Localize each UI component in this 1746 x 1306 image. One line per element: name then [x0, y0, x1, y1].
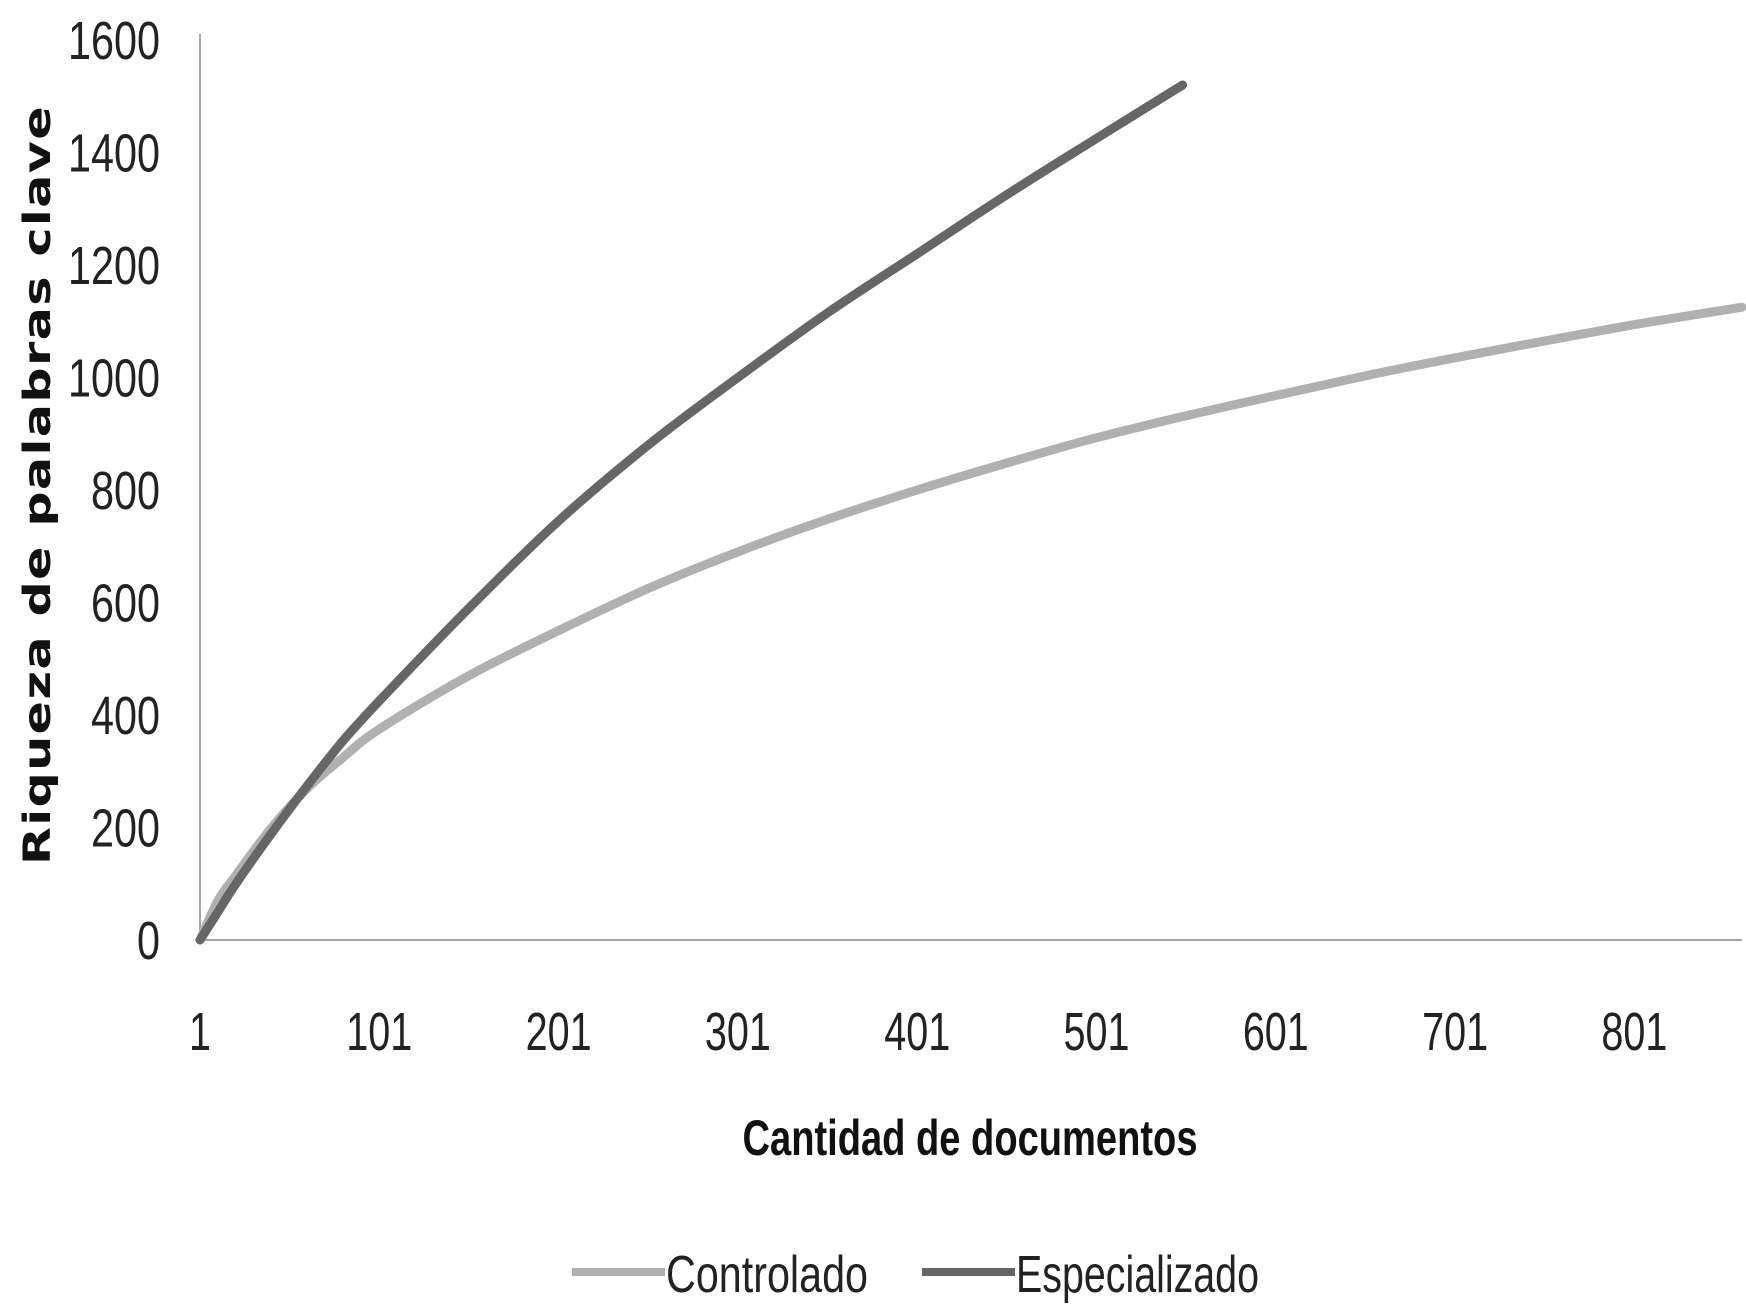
y-tick-label: 0: [137, 911, 160, 971]
y-tick-label: 200: [91, 799, 160, 859]
series-line-especializado: [195, 80, 1188, 945]
legend-label-especializado: Especializado: [1016, 1246, 1259, 1304]
x-tick-label: 301: [705, 1002, 771, 1062]
y-tick-label: 1400: [68, 124, 160, 184]
y-tick-label: 1200: [68, 236, 160, 296]
x-tick-label: 201: [526, 1002, 592, 1062]
legend-item-especializado: Especializado: [922, 1246, 1259, 1304]
x-tick-label: 101: [346, 1002, 412, 1062]
x-axis: 1 101 201 301 401 501 601 701 801: [189, 939, 1742, 1062]
series-lines: [195, 80, 1746, 945]
x-tick-label: 1: [189, 1002, 211, 1062]
x-tick-label: 601: [1243, 1002, 1309, 1062]
legend-label-controlado: Controlado: [666, 1246, 868, 1304]
y-axis-title: Riqueza de palabras clave: [16, 105, 59, 865]
x-tick-label: 401: [884, 1002, 950, 1062]
y-tick-label: 1000: [68, 349, 160, 409]
y-tick-label: 600: [91, 574, 160, 634]
x-tick-label: 801: [1601, 1002, 1667, 1062]
legend: Controlado Especializado: [572, 1246, 1259, 1304]
y-axis: 0 200 400 600 800 1000 1200 1400 1600: [68, 11, 201, 971]
x-tick-label: 701: [1422, 1002, 1488, 1062]
x-axis-title: Cantidad de documentos: [743, 1110, 1198, 1166]
y-tick-label: 1600: [68, 11, 160, 71]
y-tick-label: 400: [91, 686, 160, 746]
y-tick-label: 800: [91, 461, 160, 521]
x-tick-label: 501: [1064, 1002, 1130, 1062]
legend-item-controlado: Controlado: [572, 1246, 868, 1304]
series-line-controlado: [195, 302, 1746, 945]
